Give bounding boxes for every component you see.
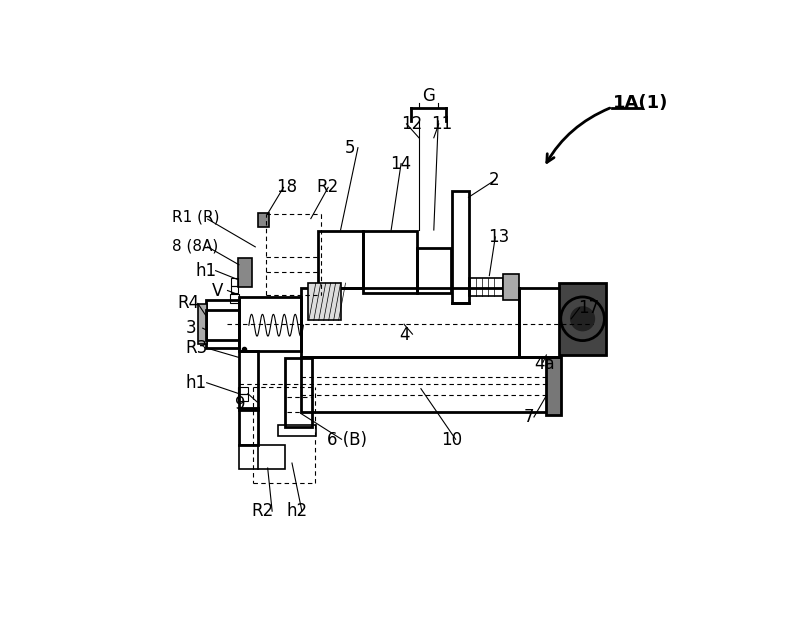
Circle shape [570, 307, 594, 330]
Text: G: G [422, 87, 435, 104]
Text: 13: 13 [488, 228, 510, 246]
Bar [546, 357, 562, 415]
Text: R2: R2 [317, 178, 339, 196]
Bar [452, 191, 469, 303]
Bar [206, 310, 239, 340]
Text: 4: 4 [399, 326, 410, 344]
Bar [285, 359, 312, 427]
Text: 2: 2 [488, 171, 499, 189]
Text: 1A(1): 1A(1) [614, 94, 669, 112]
Bar [239, 351, 258, 410]
Bar [239, 445, 285, 469]
Bar [239, 298, 301, 351]
Text: 3: 3 [186, 319, 197, 337]
Text: 5: 5 [345, 138, 355, 156]
Text: 18: 18 [276, 178, 298, 196]
Bar [418, 249, 451, 293]
Bar [238, 386, 248, 393]
Text: h1: h1 [196, 261, 217, 279]
Text: R1 (R): R1 (R) [172, 209, 219, 225]
Text: R4: R4 [177, 294, 199, 312]
Text: h2: h2 [286, 502, 307, 520]
Text: 9: 9 [235, 395, 246, 413]
Bar [469, 278, 503, 296]
Bar [503, 274, 519, 300]
Bar [278, 425, 316, 436]
Bar [318, 231, 363, 288]
Bar [308, 283, 341, 320]
Bar [363, 231, 418, 293]
Bar [239, 408, 258, 445]
Text: R3: R3 [186, 339, 208, 357]
Bar [231, 278, 238, 285]
Text: 4a: 4a [534, 355, 554, 373]
Text: h1: h1 [186, 374, 207, 392]
Text: R2: R2 [251, 502, 274, 520]
Text: 11: 11 [432, 115, 453, 133]
Bar [238, 258, 252, 287]
Text: 17: 17 [578, 299, 600, 317]
Bar [258, 213, 269, 227]
Bar [206, 300, 239, 348]
Text: 10: 10 [441, 431, 462, 450]
Text: 6 (B): 6 (B) [326, 431, 366, 450]
Text: 12: 12 [401, 115, 422, 133]
Bar [230, 294, 239, 303]
Bar [558, 283, 606, 355]
Text: V: V [212, 281, 223, 299]
Bar [231, 286, 238, 294]
Bar [238, 394, 248, 401]
Text: 7: 7 [524, 408, 534, 426]
Bar [198, 305, 206, 344]
Bar [301, 288, 519, 357]
Bar [301, 357, 549, 412]
Text: 8 (8A): 8 (8A) [172, 238, 218, 253]
Text: 14: 14 [390, 155, 411, 173]
